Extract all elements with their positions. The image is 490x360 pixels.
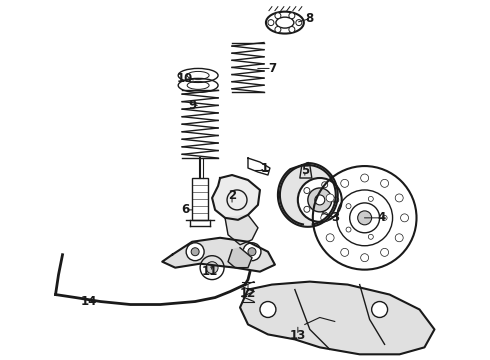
Text: 11: 11 xyxy=(202,265,218,278)
FancyBboxPatch shape xyxy=(192,178,208,220)
Circle shape xyxy=(322,182,328,188)
Text: 13: 13 xyxy=(290,329,306,342)
Circle shape xyxy=(268,20,274,26)
Text: 12: 12 xyxy=(240,287,256,300)
Text: 5: 5 xyxy=(301,163,309,176)
Circle shape xyxy=(275,13,281,19)
Polygon shape xyxy=(212,175,260,220)
Circle shape xyxy=(298,178,342,222)
Text: 2: 2 xyxy=(228,189,236,202)
Circle shape xyxy=(368,234,373,239)
Circle shape xyxy=(275,27,281,32)
Circle shape xyxy=(304,206,310,212)
Circle shape xyxy=(333,197,339,203)
Circle shape xyxy=(186,243,204,261)
Circle shape xyxy=(361,174,368,182)
Circle shape xyxy=(395,234,403,242)
Circle shape xyxy=(368,197,373,201)
Polygon shape xyxy=(162,238,275,272)
Circle shape xyxy=(400,214,409,222)
Circle shape xyxy=(341,179,349,187)
Circle shape xyxy=(381,248,389,256)
Polygon shape xyxy=(300,165,312,178)
Polygon shape xyxy=(240,282,435,354)
Circle shape xyxy=(289,13,295,19)
Text: 9: 9 xyxy=(188,99,196,112)
Circle shape xyxy=(371,302,388,318)
Circle shape xyxy=(381,179,389,187)
Circle shape xyxy=(308,188,332,212)
Circle shape xyxy=(304,188,310,194)
Text: 10: 10 xyxy=(177,72,193,85)
Text: 6: 6 xyxy=(181,203,189,216)
Circle shape xyxy=(361,254,368,262)
Circle shape xyxy=(350,203,380,233)
Circle shape xyxy=(326,194,334,202)
Circle shape xyxy=(243,243,261,261)
Circle shape xyxy=(322,212,328,218)
Polygon shape xyxy=(278,163,338,227)
Circle shape xyxy=(326,234,334,242)
Text: 8: 8 xyxy=(306,12,314,25)
Polygon shape xyxy=(225,215,258,245)
Circle shape xyxy=(315,195,325,205)
Circle shape xyxy=(395,194,403,202)
Circle shape xyxy=(321,214,329,222)
Circle shape xyxy=(260,302,276,318)
Text: 14: 14 xyxy=(80,295,97,308)
Circle shape xyxy=(191,248,199,256)
Circle shape xyxy=(346,204,351,209)
Text: 3: 3 xyxy=(332,211,340,224)
Text: 7: 7 xyxy=(268,62,276,75)
Circle shape xyxy=(341,248,349,256)
Polygon shape xyxy=(280,165,336,224)
Circle shape xyxy=(296,20,302,26)
Text: 4: 4 xyxy=(377,211,386,224)
Polygon shape xyxy=(228,248,252,268)
Text: 1: 1 xyxy=(261,162,269,175)
Circle shape xyxy=(382,215,387,220)
Circle shape xyxy=(289,27,295,32)
Circle shape xyxy=(206,262,218,274)
Circle shape xyxy=(358,211,371,225)
Circle shape xyxy=(248,248,256,256)
Circle shape xyxy=(346,227,351,232)
